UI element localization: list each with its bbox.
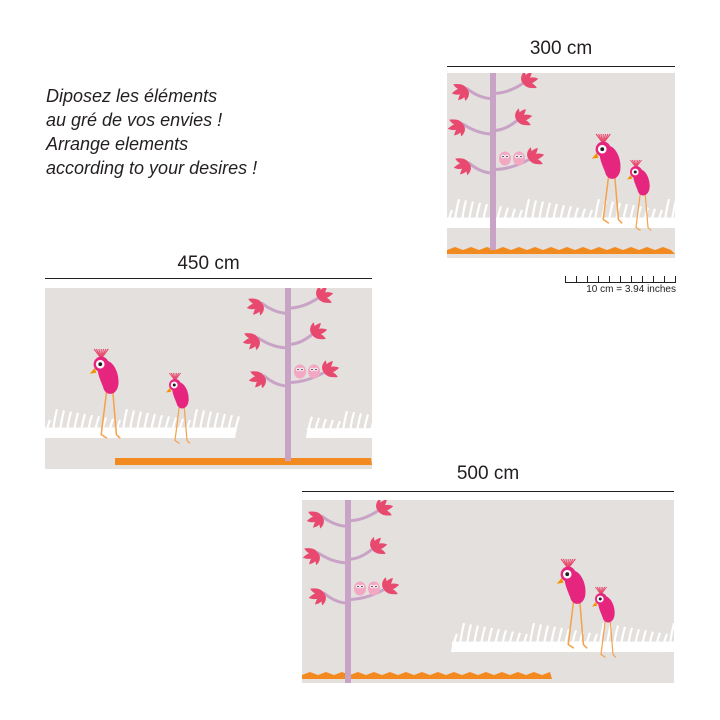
scale-bar: 10 cm = 3.94 inches [565, 272, 676, 295]
grass-decal [45, 408, 241, 439]
tree-decal [302, 500, 400, 683]
instructions: Diposez les éléments au gré de vos envie… [46, 84, 257, 180]
width-label-450: 450 cm [177, 253, 240, 274]
flamingo-bird [556, 558, 588, 649]
flamingo-bird [591, 133, 623, 224]
wall-decal-preview-500 [302, 500, 674, 683]
instruction-line: according to your desires ! [46, 158, 258, 178]
owl-decal [354, 581, 366, 596]
owl-decal [499, 151, 511, 166]
scale-tick [565, 276, 566, 282]
wall-decal-preview-450 [45, 288, 372, 469]
scale-tick [598, 276, 599, 282]
scale-tick [675, 276, 676, 282]
dimension-line [447, 66, 675, 67]
tree-decal [447, 73, 545, 250]
dimension-line [302, 491, 674, 492]
owl-decal [294, 364, 306, 379]
instruction-line: Diposez les éléments [46, 86, 218, 106]
scale-tick [664, 276, 665, 282]
width-label-500: 500 cm [456, 463, 520, 484]
scale-tick [631, 276, 632, 282]
flamingo-bird [166, 372, 191, 444]
scale-tick [587, 276, 588, 282]
scale-ruler [565, 272, 676, 283]
owl-decal [368, 581, 380, 596]
owl-decal [308, 364, 320, 379]
width-label-300: 300 cm [529, 38, 593, 59]
ground-decal [447, 247, 675, 254]
ground-decal [115, 458, 372, 465]
instruction-line: au gré de vos envies ! [46, 110, 223, 130]
ground-decal [302, 672, 552, 679]
scale-tick [576, 276, 577, 282]
grass-decal [450, 622, 674, 653]
scale-tick [620, 276, 621, 282]
scale-tick [609, 276, 610, 282]
scale-tick [653, 276, 654, 282]
flamingo-bird [627, 159, 652, 231]
decal-illustration [45, 288, 372, 465]
flamingo-bird [89, 348, 121, 439]
flamingo-bird [592, 586, 617, 658]
dimension-line [45, 278, 372, 279]
decal-illustration [302, 500, 674, 683]
scale-label: 10 cm = 3.94 inches [586, 284, 676, 295]
decal-illustration [447, 73, 675, 254]
wall-decal-preview-300 [447, 73, 675, 258]
grass-decal [447, 198, 675, 229]
grass-decal [305, 410, 372, 439]
instruction-line: Arrange elements [46, 134, 189, 154]
scale-tick [642, 276, 643, 282]
owl-decal [513, 151, 525, 166]
tree-decal [242, 288, 340, 461]
